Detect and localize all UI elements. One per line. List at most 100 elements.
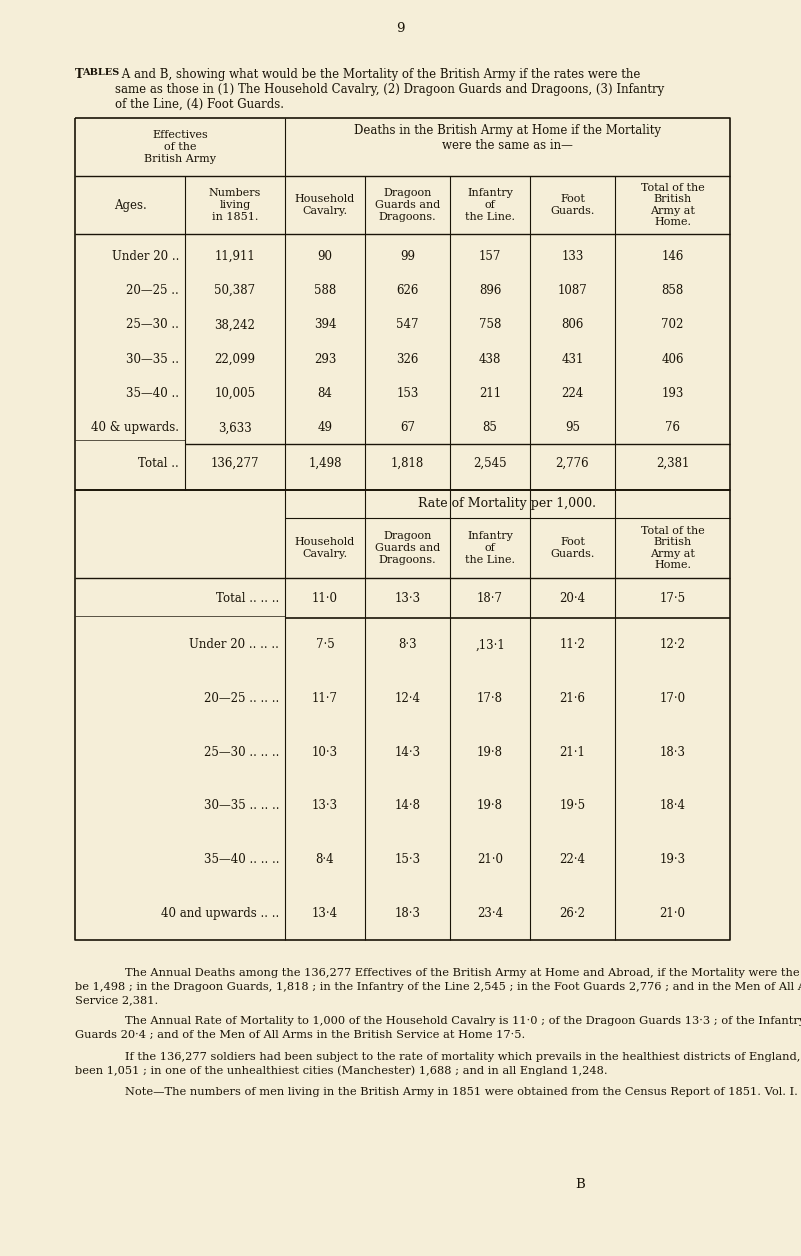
Text: 18·4: 18·4 — [659, 799, 686, 813]
Text: 136,277: 136,277 — [211, 457, 260, 470]
Text: 50,387: 50,387 — [215, 284, 256, 298]
Text: 2,381: 2,381 — [656, 457, 689, 470]
Text: 21·0: 21·0 — [659, 907, 686, 919]
Text: If the 136,277 soldiers had been subject to the rate of mortality which prevails: If the 136,277 soldiers had been subject… — [125, 1051, 801, 1061]
Text: 99: 99 — [400, 250, 415, 263]
Text: 1087: 1087 — [557, 284, 587, 298]
Text: same as those in (1) The Household Cavalry, (2) Dragoon Guards and Dragoons, (3): same as those in (1) The Household Caval… — [115, 83, 664, 95]
Text: 2,545: 2,545 — [473, 457, 507, 470]
Text: 8·4: 8·4 — [316, 853, 334, 865]
Text: Deaths in the British Army at Home if the Mortality
were the same as in—: Deaths in the British Army at Home if th… — [354, 124, 661, 152]
Text: 14·3: 14·3 — [394, 746, 421, 759]
Text: of the Line, (4) Foot Guards.: of the Line, (4) Foot Guards. — [115, 98, 284, 111]
Text: 18·3: 18·3 — [659, 746, 686, 759]
Text: 21·0: 21·0 — [477, 853, 503, 865]
Text: 19·5: 19·5 — [559, 799, 586, 813]
Text: Foot
Guards.: Foot Guards. — [550, 195, 594, 216]
Text: 19·8: 19·8 — [477, 746, 503, 759]
Text: Under 20 .. .. ..: Under 20 .. .. .. — [189, 638, 279, 652]
Text: 21·1: 21·1 — [560, 746, 586, 759]
Text: 3,633: 3,633 — [218, 422, 252, 435]
Text: 12·4: 12·4 — [395, 692, 421, 705]
Text: Under 20 ..: Under 20 .. — [111, 250, 179, 263]
Text: 40 & upwards.: 40 & upwards. — [91, 422, 179, 435]
Text: be 1,498 ; in the Dragoon Guards, 1,818 ; in the Infantry of the Line 2,545 ; in: be 1,498 ; in the Dragoon Guards, 1,818 … — [75, 981, 801, 991]
Text: 431: 431 — [562, 353, 584, 365]
Text: Dragoon
Guards and
Dragoons.: Dragoon Guards and Dragoons. — [375, 188, 440, 221]
Text: Household
Cavalry.: Household Cavalry. — [295, 538, 355, 559]
Text: Note—The numbers of men living in the British Army in 1851 were obtained from th: Note—The numbers of men living in the Br… — [125, 1086, 801, 1096]
Text: 153: 153 — [396, 387, 419, 401]
Text: 10·3: 10·3 — [312, 746, 338, 759]
Text: 406: 406 — [662, 353, 684, 365]
Text: 20·4: 20·4 — [559, 592, 586, 604]
Text: 25—30 .. .. ..: 25—30 .. .. .. — [203, 746, 279, 759]
Text: Rate of Mortality per 1,000.: Rate of Mortality per 1,000. — [418, 497, 597, 510]
Text: 26·2: 26·2 — [560, 907, 586, 919]
Text: 85: 85 — [482, 422, 497, 435]
Text: 896: 896 — [479, 284, 501, 298]
Text: 13·3: 13·3 — [394, 592, 421, 604]
Text: 224: 224 — [562, 387, 584, 401]
Text: The Annual Deaths among the 136,277 Effectives of the British Army at Home and A: The Annual Deaths among the 136,277 Effe… — [125, 968, 801, 978]
Text: 18·3: 18·3 — [395, 907, 421, 919]
Text: 49: 49 — [317, 422, 332, 435]
Text: 211: 211 — [479, 387, 501, 401]
Text: Service 2,381.: Service 2,381. — [75, 995, 159, 1005]
Text: 35—40 .. .. ..: 35—40 .. .. .. — [203, 853, 279, 865]
Text: 2,776: 2,776 — [556, 457, 590, 470]
Text: 19·3: 19·3 — [659, 853, 686, 865]
Text: 40 and upwards .. ..: 40 and upwards .. .. — [161, 907, 279, 919]
Text: 11·2: 11·2 — [560, 638, 586, 652]
Text: Numbers
living
in 1851.: Numbers living in 1851. — [209, 188, 261, 221]
Text: Guards 20·4 ; and of the Men of All Arms in the British Service at Home 17·5.: Guards 20·4 ; and of the Men of All Arms… — [75, 1030, 525, 1040]
Text: 157: 157 — [479, 250, 501, 263]
Text: Total of the
British
Army at
Home.: Total of the British Army at Home. — [641, 182, 704, 227]
Text: 15·3: 15·3 — [394, 853, 421, 865]
Text: 9: 9 — [396, 21, 405, 34]
Text: 146: 146 — [662, 250, 684, 263]
Text: 20—25 .. .. ..: 20—25 .. .. .. — [203, 692, 279, 705]
Text: 626: 626 — [396, 284, 419, 298]
Text: 17·8: 17·8 — [477, 692, 503, 705]
Text: 17·0: 17·0 — [659, 692, 686, 705]
Text: Infantry
of
the Line.: Infantry of the Line. — [465, 188, 515, 221]
Text: Effectives
of the
British Army: Effectives of the British Army — [144, 131, 216, 163]
Text: 394: 394 — [314, 319, 336, 332]
Text: 133: 133 — [562, 250, 584, 263]
Text: 702: 702 — [662, 319, 684, 332]
Text: 18·7: 18·7 — [477, 592, 503, 604]
Text: Total .. .. ..: Total .. .. .. — [215, 592, 279, 604]
Text: 7·5: 7·5 — [316, 638, 334, 652]
Text: 67: 67 — [400, 422, 415, 435]
Text: A and B, showing what would be the Mortality of the British Army if the rates we: A and B, showing what would be the Morta… — [118, 68, 640, 80]
Text: 858: 858 — [662, 284, 683, 298]
Text: T: T — [75, 68, 84, 80]
Text: ,13·1: ,13·1 — [475, 638, 505, 652]
Text: 76: 76 — [665, 422, 680, 435]
Text: 12·2: 12·2 — [659, 638, 686, 652]
Text: The Annual Rate of Mortality to 1,000 of the Household Cavalry is 11·0 ; of the : The Annual Rate of Mortality to 1,000 of… — [125, 1016, 801, 1026]
Text: 193: 193 — [662, 387, 684, 401]
Text: 588: 588 — [314, 284, 336, 298]
Text: 20—25 ..: 20—25 .. — [127, 284, 179, 298]
Text: 11·0: 11·0 — [312, 592, 338, 604]
Text: 10,005: 10,005 — [215, 387, 256, 401]
Text: 23·4: 23·4 — [477, 907, 503, 919]
Text: 758: 758 — [479, 319, 501, 332]
Text: 13·4: 13·4 — [312, 907, 338, 919]
Text: 19·8: 19·8 — [477, 799, 503, 813]
Text: 17·5: 17·5 — [659, 592, 686, 604]
Text: been 1,051 ; in one of the unhealthiest cities (Manchester) 1,688 ; and in all E: been 1,051 ; in one of the unhealthiest … — [75, 1065, 608, 1075]
Text: 35—40 ..: 35—40 .. — [126, 387, 179, 401]
Text: 438: 438 — [479, 353, 501, 365]
Text: 30—35 .. .. ..: 30—35 .. .. .. — [203, 799, 279, 813]
Text: Infantry
of
the Line.: Infantry of the Line. — [465, 531, 515, 565]
Text: 22,099: 22,099 — [215, 353, 256, 365]
Text: 95: 95 — [565, 422, 580, 435]
Text: 547: 547 — [396, 319, 419, 332]
Text: 38,242: 38,242 — [215, 319, 256, 332]
Text: 8·3: 8·3 — [398, 638, 417, 652]
Text: B: B — [575, 1178, 585, 1192]
Text: Household
Cavalry.: Household Cavalry. — [295, 195, 355, 216]
